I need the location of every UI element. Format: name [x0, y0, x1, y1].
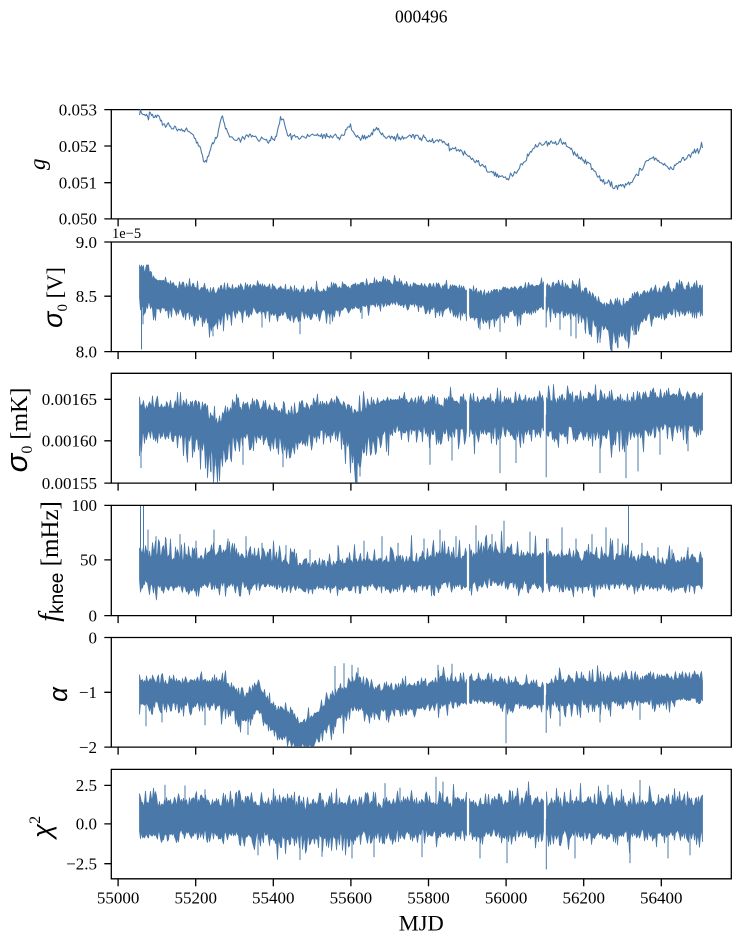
- svg-text:0.051: 0.051: [59, 174, 97, 193]
- svg-text:55600: 55600: [330, 889, 373, 908]
- svg-text:56000: 56000: [485, 889, 528, 908]
- svg-text:2.5: 2.5: [76, 776, 97, 795]
- svg-text:σ0 [mK]: σ0 [mK]: [0, 388, 36, 473]
- svg-text:1e−5: 1e−5: [112, 226, 141, 242]
- svg-text:0.00155: 0.00155: [42, 474, 97, 493]
- svg-text:55000: 55000: [97, 889, 140, 908]
- svg-text:55400: 55400: [252, 889, 295, 908]
- svg-text:0.050: 0.050: [59, 210, 97, 229]
- svg-text:0.0: 0.0: [76, 815, 97, 834]
- svg-text:100: 100: [72, 496, 98, 515]
- svg-text:0.00165: 0.00165: [42, 390, 97, 409]
- svg-text:0.053: 0.053: [59, 100, 97, 119]
- svg-text:0: 0: [89, 628, 98, 647]
- svg-text:α: α: [43, 686, 73, 702]
- svg-text:−1: −1: [79, 683, 97, 702]
- svg-text:0: 0: [89, 606, 98, 625]
- svg-text:0.00160: 0.00160: [42, 432, 97, 451]
- svg-text:8.0: 8.0: [76, 342, 97, 361]
- svg-text:55200: 55200: [174, 889, 217, 908]
- svg-text:g: g: [25, 158, 50, 170]
- svg-text:56400: 56400: [640, 889, 683, 908]
- svg-text:56200: 56200: [562, 889, 605, 908]
- svg-text:MJD: MJD: [399, 911, 444, 936]
- svg-text:σ0 [V]: σ0 [V]: [38, 267, 71, 328]
- svg-text:55800: 55800: [407, 889, 450, 908]
- svg-text:50: 50: [80, 551, 97, 570]
- svg-text:9.0: 9.0: [76, 233, 97, 252]
- svg-text:000496: 000496: [395, 7, 448, 27]
- svg-text:−2: −2: [79, 738, 97, 757]
- svg-text:−2.5: −2.5: [66, 855, 97, 874]
- svg-text:fknee [mHz]: fknee [mHz]: [33, 501, 68, 622]
- svg-text:χ2: χ2: [27, 816, 57, 840]
- svg-text:8.5: 8.5: [76, 287, 97, 306]
- svg-text:0.052: 0.052: [59, 137, 97, 156]
